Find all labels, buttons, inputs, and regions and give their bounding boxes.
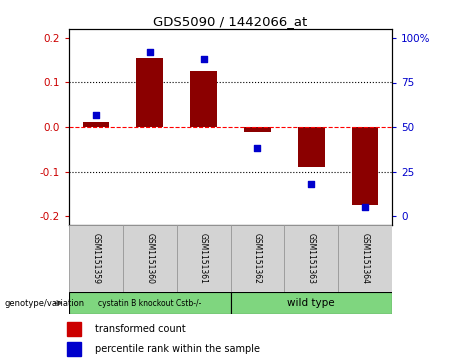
Text: cystatin B knockout Cstb-/-: cystatin B knockout Cstb-/-: [98, 299, 201, 307]
Bar: [67, 342, 81, 356]
Text: GSM1151364: GSM1151364: [361, 233, 369, 284]
Bar: [338, 225, 392, 292]
Text: wild type: wild type: [287, 298, 335, 308]
Bar: [190, 72, 217, 127]
Text: GSM1151360: GSM1151360: [145, 233, 154, 284]
Bar: [69, 225, 123, 292]
Bar: [230, 292, 392, 314]
Bar: [230, 225, 284, 292]
Bar: [83, 122, 109, 127]
Text: genotype/variation: genotype/variation: [5, 299, 85, 307]
Bar: [284, 225, 338, 292]
Point: [254, 146, 261, 151]
Point: [200, 56, 207, 62]
Text: percentile rank within the sample: percentile rank within the sample: [95, 344, 260, 354]
Text: transformed count: transformed count: [95, 325, 185, 334]
Text: GSM1151359: GSM1151359: [92, 233, 100, 284]
Bar: [177, 225, 230, 292]
Point: [146, 49, 154, 55]
Bar: [67, 322, 81, 336]
Bar: [69, 292, 230, 314]
Text: GSM1151363: GSM1151363: [307, 233, 316, 284]
Text: GSM1151362: GSM1151362: [253, 233, 262, 284]
Bar: [298, 127, 325, 167]
Bar: [351, 127, 378, 205]
Point: [307, 181, 315, 187]
Point: [92, 112, 100, 118]
Point: [361, 204, 369, 210]
Bar: [136, 58, 163, 127]
Text: GSM1151361: GSM1151361: [199, 233, 208, 284]
Bar: [244, 127, 271, 132]
Bar: [123, 225, 177, 292]
Title: GDS5090 / 1442066_at: GDS5090 / 1442066_at: [154, 15, 307, 28]
